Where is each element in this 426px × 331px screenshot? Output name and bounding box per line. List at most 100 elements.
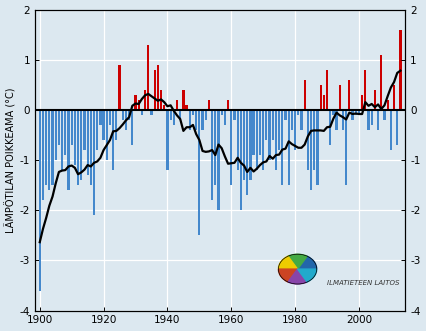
- Bar: [192, 110, 194, 115]
- Bar: [52, 110, 54, 185]
- Bar: [224, 110, 226, 125]
- Bar: [141, 110, 143, 115]
- Bar: [179, 110, 181, 120]
- Bar: [374, 90, 376, 110]
- Bar: [233, 110, 236, 120]
- Bar: [214, 110, 216, 185]
- Bar: [256, 110, 258, 170]
- Bar: [74, 110, 76, 165]
- Bar: [131, 110, 133, 145]
- Bar: [383, 110, 386, 120]
- Bar: [150, 110, 153, 115]
- Bar: [272, 110, 274, 140]
- Bar: [351, 110, 354, 120]
- Bar: [221, 110, 223, 115]
- Bar: [386, 100, 389, 110]
- Bar: [99, 110, 101, 125]
- Bar: [278, 110, 280, 150]
- Bar: [39, 110, 41, 291]
- Bar: [112, 110, 114, 170]
- Bar: [393, 85, 395, 110]
- Bar: [345, 110, 347, 185]
- Bar: [320, 85, 322, 110]
- Y-axis label: LÄMPÖTILAN POIKKEAMA (°C): LÄMPÖTILAN POIKKEAMA (°C): [6, 87, 17, 233]
- Bar: [342, 110, 344, 130]
- Bar: [240, 110, 242, 210]
- Bar: [281, 110, 283, 185]
- Bar: [294, 110, 296, 150]
- Bar: [80, 110, 82, 180]
- Bar: [390, 110, 392, 150]
- Bar: [134, 95, 137, 110]
- Text: ILMATIETEEN LAITOS: ILMATIETEEN LAITOS: [328, 280, 400, 287]
- Bar: [367, 110, 370, 130]
- Bar: [354, 110, 357, 115]
- Bar: [58, 110, 60, 145]
- Bar: [96, 110, 98, 150]
- Bar: [170, 110, 172, 120]
- Bar: [106, 110, 108, 160]
- Bar: [64, 110, 66, 155]
- Bar: [166, 110, 169, 170]
- Bar: [182, 90, 184, 110]
- Bar: [157, 65, 159, 110]
- Bar: [288, 110, 290, 185]
- Bar: [329, 110, 331, 145]
- Bar: [160, 90, 162, 110]
- Bar: [300, 110, 302, 130]
- Bar: [262, 110, 264, 170]
- Bar: [313, 110, 315, 170]
- Bar: [115, 110, 118, 140]
- Bar: [326, 70, 328, 110]
- Bar: [83, 110, 86, 150]
- Bar: [77, 110, 79, 185]
- Bar: [259, 110, 261, 155]
- Bar: [358, 110, 360, 115]
- Bar: [399, 29, 402, 110]
- Bar: [163, 105, 165, 110]
- Bar: [122, 110, 124, 120]
- Bar: [45, 110, 47, 185]
- Bar: [317, 110, 319, 185]
- Bar: [361, 95, 363, 110]
- Bar: [371, 110, 373, 125]
- Bar: [307, 110, 309, 170]
- Bar: [128, 110, 130, 120]
- Bar: [185, 105, 188, 110]
- Bar: [332, 110, 334, 115]
- Bar: [173, 110, 175, 125]
- Bar: [364, 70, 366, 110]
- Bar: [396, 110, 398, 145]
- Bar: [42, 110, 44, 200]
- Bar: [243, 110, 245, 180]
- Bar: [377, 110, 379, 130]
- Bar: [204, 110, 207, 120]
- Bar: [103, 110, 105, 140]
- Bar: [90, 110, 92, 185]
- Bar: [236, 110, 239, 170]
- Bar: [118, 65, 121, 110]
- Bar: [211, 110, 213, 200]
- Bar: [380, 55, 383, 110]
- Bar: [285, 110, 287, 120]
- Bar: [291, 110, 293, 130]
- Bar: [249, 110, 251, 180]
- Bar: [323, 95, 325, 110]
- Bar: [71, 110, 73, 145]
- Bar: [198, 110, 201, 235]
- Bar: [265, 110, 268, 140]
- Bar: [208, 100, 210, 110]
- Bar: [138, 100, 140, 110]
- Bar: [348, 80, 351, 110]
- Bar: [189, 110, 191, 130]
- Bar: [268, 110, 271, 160]
- Bar: [253, 110, 255, 155]
- Bar: [275, 110, 277, 170]
- Bar: [304, 80, 306, 110]
- Bar: [217, 110, 220, 210]
- Bar: [297, 110, 299, 115]
- Bar: [335, 110, 338, 130]
- Bar: [48, 110, 50, 190]
- Bar: [55, 110, 57, 160]
- Bar: [227, 100, 229, 110]
